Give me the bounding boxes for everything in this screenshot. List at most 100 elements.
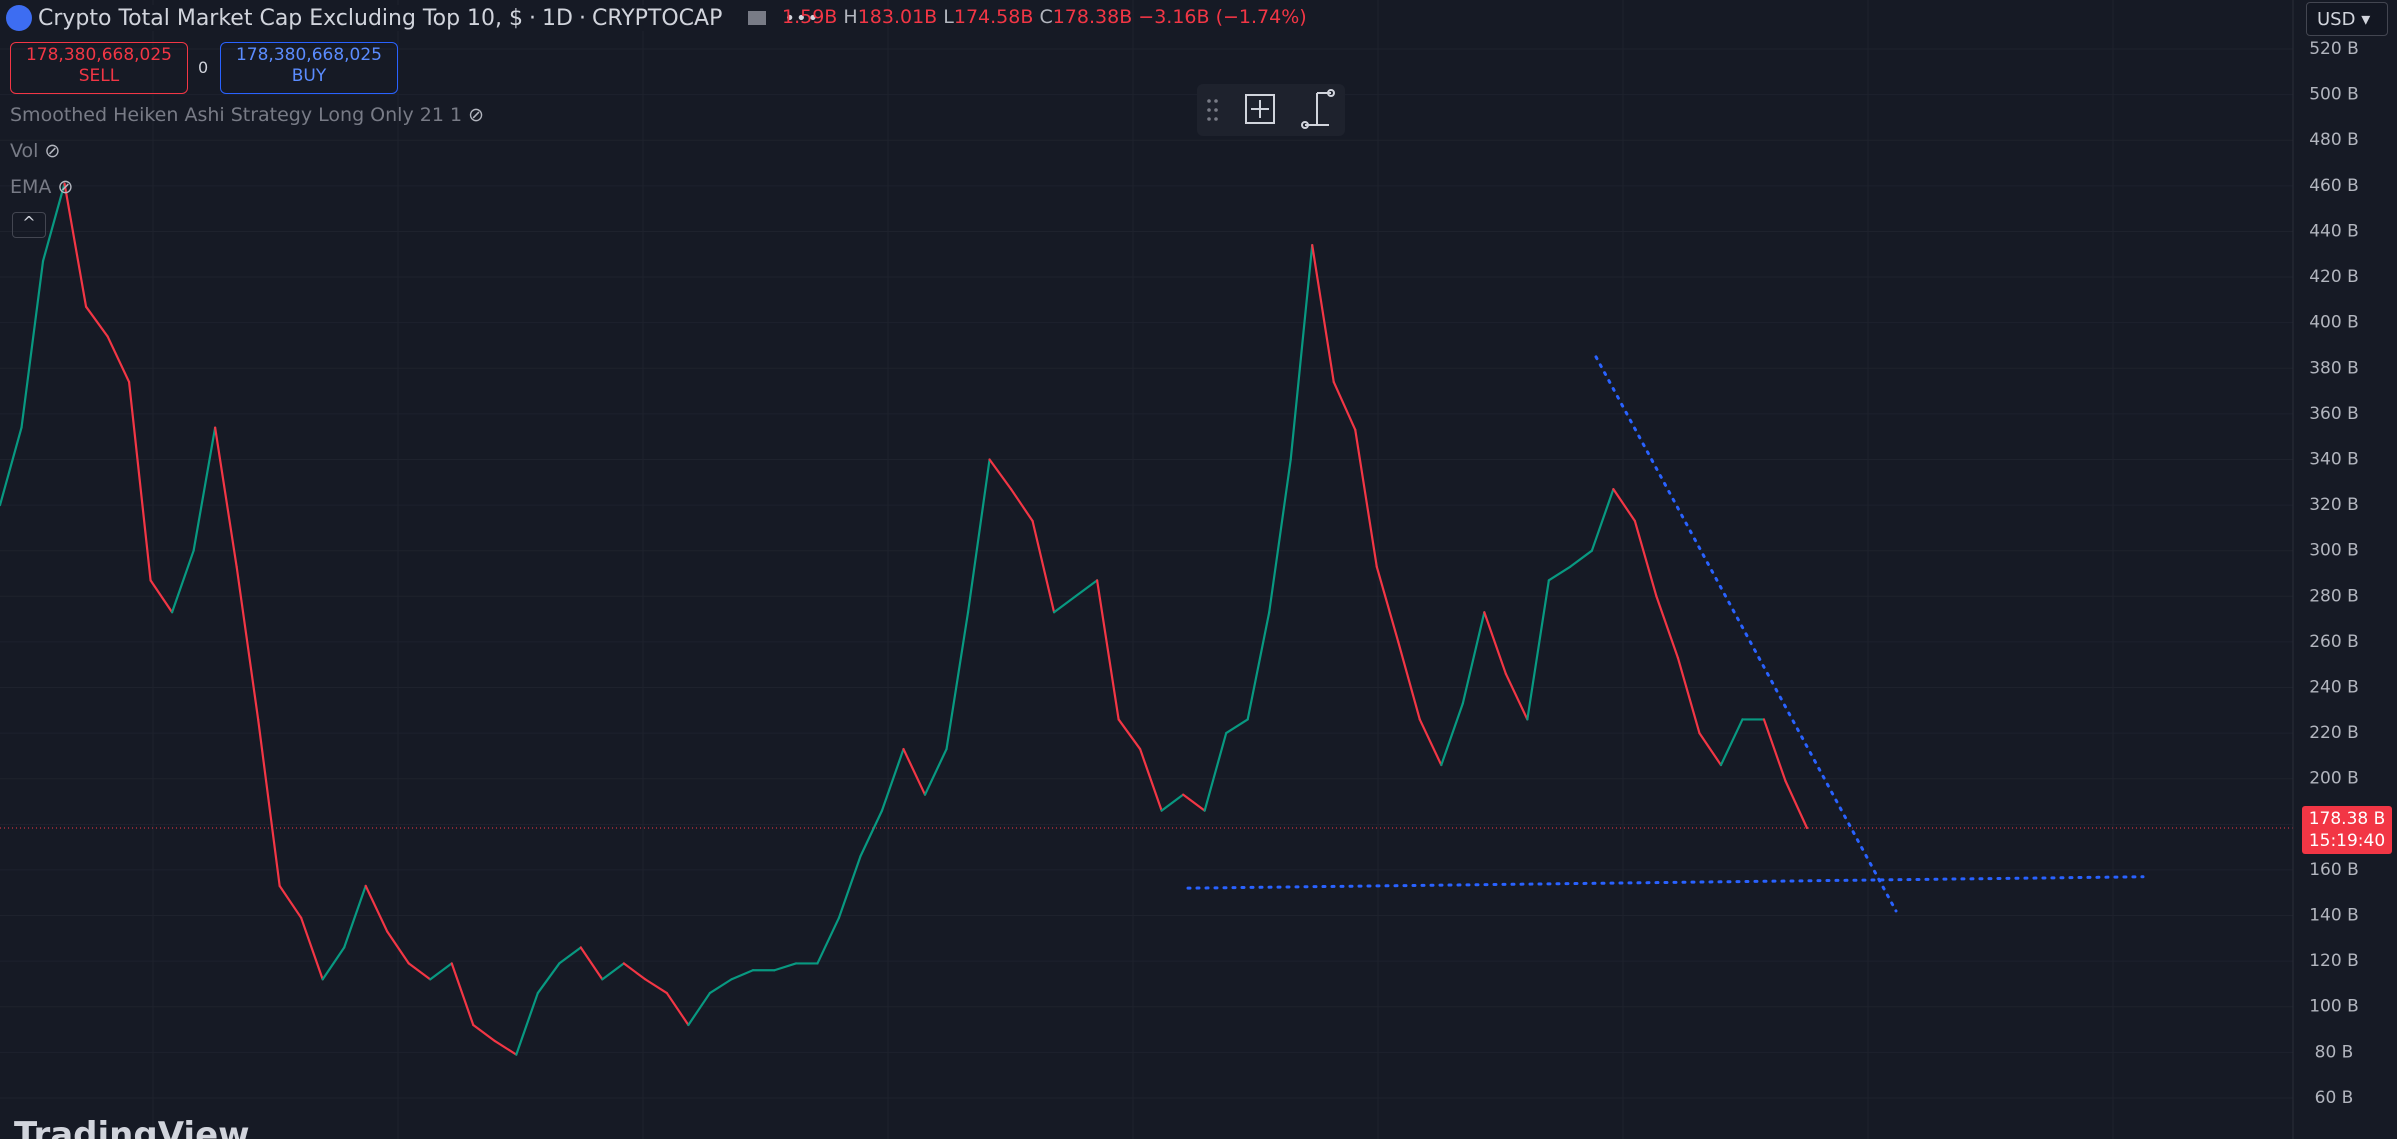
brand-logo: TradingView: [14, 1115, 250, 1139]
price-segment: [1052, 595, 1077, 614]
flag-icon[interactable]: [748, 11, 767, 25]
price-segment: [1483, 611, 1507, 675]
price-segment: [816, 916, 841, 965]
price-segment: [170, 549, 195, 614]
price-segment: [1698, 732, 1723, 767]
ohlc-key: C: [1039, 6, 1053, 28]
y-tick-label: 420 B: [2309, 267, 2359, 287]
price-segment: [988, 458, 1013, 491]
price-segment: [127, 380, 152, 582]
y-tick-label: 500 B: [2309, 85, 2359, 105]
y-tick-label: 300 B: [2309, 541, 2359, 561]
price-segment: [1225, 718, 1249, 735]
y-tick-label: 460 B: [2309, 176, 2359, 196]
indicator[interactable]: Smoothed Heiken Ashi Strategy Long Only …: [10, 104, 484, 126]
y-tick-label: 260 B: [2309, 632, 2359, 652]
price-segment: [1182, 793, 1206, 812]
y-tick-label: 220 B: [2309, 723, 2359, 743]
price-segment: [63, 182, 88, 308]
eye-icon[interactable]: ⊘: [44, 140, 61, 162]
drawing-toolbar[interactable]: [1197, 84, 1345, 136]
price-segment: [1117, 718, 1142, 751]
ohlc-value: 178.38B: [1052, 6, 1133, 28]
price-segment: [278, 884, 303, 919]
grid: [0, 0, 2293, 1139]
indicator[interactable]: EMA ⊘: [10, 176, 73, 198]
symbol-header[interactable]: Crypto Total Market Cap Excluding Top 10…: [6, 2, 819, 34]
y-tick-label: 160 B: [2309, 860, 2359, 880]
price-segment: [1311, 244, 1335, 384]
eye-icon[interactable]: ⊘: [468, 104, 485, 126]
price-segment: [1354, 428, 1378, 568]
price-segment: [1160, 793, 1185, 812]
buy-button[interactable]: 178,380,668,025 BUY: [220, 42, 398, 94]
price-segment: [1719, 718, 1744, 767]
price-segment: [1074, 579, 1099, 598]
toolbar-bg: [1197, 84, 1345, 136]
indicator-name: Smoothed Heiken Ashi Strategy Long Only …: [10, 104, 463, 126]
price-segment: [837, 855, 862, 919]
symbol-logo: [6, 5, 32, 31]
symbol[interactable]: Crypto Total Market Cap Excluding Top 10…: [6, 5, 731, 31]
price-segment: [730, 969, 755, 981]
price-segment: [0, 426, 23, 507]
y-tick-label: 440 B: [2309, 221, 2359, 241]
sell-button[interactable]: 178,380,668,025 SELL: [10, 42, 188, 94]
measure-tool[interactable]: [1245, 94, 1275, 124]
price-segment: [902, 747, 927, 796]
price-segment: [601, 962, 625, 981]
change: −3.16B (−1.74%): [1138, 6, 1307, 28]
more-button[interactable]: •••: [784, 7, 820, 29]
price-segment: [214, 426, 238, 568]
price-segment: [859, 809, 884, 858]
collapse-button[interactable]: ^: [12, 212, 46, 238]
sell-label: SELL: [78, 66, 120, 86]
interval[interactable]: 1D: [542, 5, 573, 31]
price-segment: [1590, 488, 1615, 552]
y-tick-label: 360 B: [2309, 404, 2359, 424]
price-segment: [20, 259, 45, 429]
price-segment: [1676, 656, 1701, 735]
price-segment: [1612, 488, 1637, 523]
y-tick-label: 100 B: [2309, 997, 2359, 1017]
price-segment: [257, 718, 281, 887]
currency-button[interactable]: USD ▾: [2306, 2, 2388, 36]
ohlc-key: H: [843, 6, 858, 28]
y-tick-label: 240 B: [2309, 678, 2359, 698]
ohlc-key: L: [943, 6, 954, 28]
price-segment: [1375, 565, 1400, 643]
y-tick-label: 80 B: [2315, 1042, 2354, 1062]
price-segment: [300, 916, 324, 981]
price-segment: [966, 458, 991, 614]
price-segment: [1203, 732, 1228, 812]
price-segment: [1096, 579, 1120, 721]
sell-price: 178,380,668,025: [25, 45, 172, 65]
price-segment: [1547, 565, 1572, 582]
drag-handle[interactable]: [1207, 99, 1218, 121]
price-segment: [321, 946, 346, 981]
eye-icon[interactable]: ⊘: [57, 176, 74, 198]
y-tick-label: 400 B: [2309, 313, 2359, 333]
ohlc-value: 183.01B: [857, 6, 938, 28]
ohlc: 1.59B H183.01B L174.58B C178.38B −3.16B …: [782, 6, 1307, 28]
price-segment: [1633, 519, 1658, 598]
price-segment: [106, 335, 131, 384]
price-segment: [386, 930, 410, 965]
price-segment: [644, 978, 668, 995]
indicator[interactable]: Vol ⊘: [10, 140, 60, 162]
price-segment: [622, 962, 647, 981]
y-tick-label: 480 B: [2309, 130, 2359, 150]
price-segment: [343, 884, 367, 949]
last-price-label: 178.38 B: [2309, 809, 2386, 829]
price-segment: [1397, 640, 1421, 721]
y-tick-label: 140 B: [2309, 906, 2359, 926]
countdown: 15:19:40: [2309, 831, 2385, 851]
price-range-tool[interactable]: [1301, 89, 1335, 129]
trendline: [1186, 875, 2145, 890]
price-segment: [450, 962, 475, 1027]
price-segment: [1784, 779, 1809, 830]
currency: USD: [2317, 9, 2356, 30]
y-tick-label: 200 B: [2309, 769, 2359, 789]
